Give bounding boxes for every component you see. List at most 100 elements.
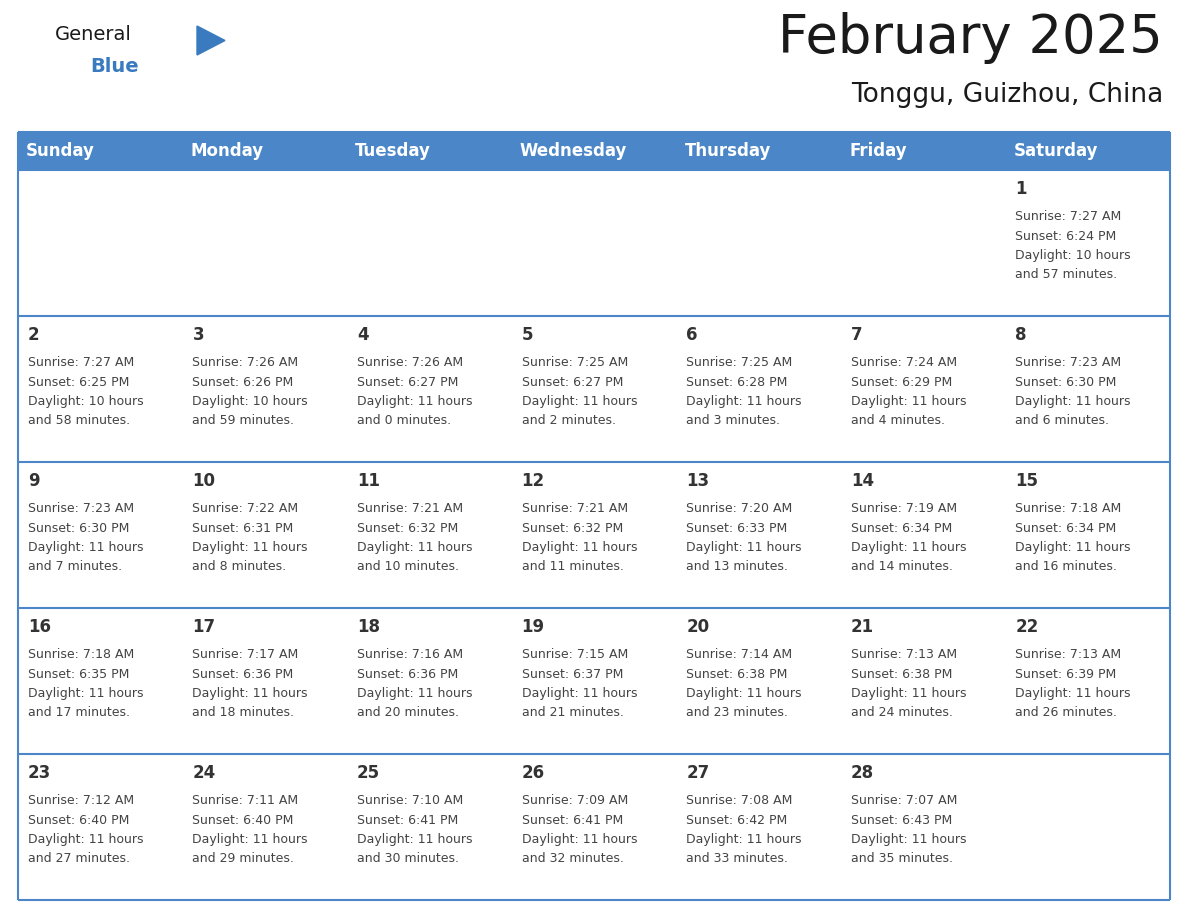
Text: Sunrise: 7:14 AM: Sunrise: 7:14 AM	[687, 648, 792, 661]
Bar	[676, 462, 841, 608]
Text: Daylight: 11 hours: Daylight: 11 hours	[851, 833, 966, 846]
Text: Sunset: 6:30 PM: Sunset: 6:30 PM	[1016, 375, 1117, 388]
Text: Sunrise: 7:16 AM: Sunrise: 7:16 AM	[358, 648, 463, 661]
Text: Sunset: 6:27 PM: Sunset: 6:27 PM	[358, 375, 459, 388]
Text: 6: 6	[687, 326, 697, 344]
Text: 21: 21	[851, 618, 874, 636]
Text: and 3 minutes.: and 3 minutes.	[687, 414, 781, 428]
Bar	[18, 462, 183, 608]
Text: Sunrise: 7:13 AM: Sunrise: 7:13 AM	[851, 648, 956, 661]
Text: and 11 minutes.: and 11 minutes.	[522, 560, 624, 574]
Text: Sunset: 6:38 PM: Sunset: 6:38 PM	[851, 667, 952, 680]
Text: Sunrise: 7:27 AM: Sunrise: 7:27 AM	[1016, 210, 1121, 223]
Text: 12: 12	[522, 472, 545, 490]
Text: 23: 23	[27, 764, 51, 782]
Text: Sunrise: 7:22 AM: Sunrise: 7:22 AM	[192, 502, 298, 515]
Text: Sunset: 6:24 PM: Sunset: 6:24 PM	[1016, 230, 1117, 242]
Text: Sunset: 6:40 PM: Sunset: 6:40 PM	[27, 813, 129, 826]
Text: Daylight: 11 hours: Daylight: 11 hours	[358, 395, 473, 408]
Text: 9: 9	[27, 472, 39, 490]
Bar	[841, 170, 1005, 316]
Bar	[512, 462, 676, 608]
Text: Daylight: 11 hours: Daylight: 11 hours	[192, 833, 308, 846]
Bar	[347, 316, 512, 462]
Bar	[841, 462, 1005, 608]
Text: 8: 8	[1016, 326, 1026, 344]
Text: Daylight: 11 hours: Daylight: 11 hours	[358, 833, 473, 846]
Text: and 57 minutes.: and 57 minutes.	[1016, 268, 1118, 281]
Text: and 7 minutes.: and 7 minutes.	[27, 560, 122, 574]
Text: Sunrise: 7:27 AM: Sunrise: 7:27 AM	[27, 356, 134, 369]
Bar	[183, 462, 347, 608]
Text: Daylight: 11 hours: Daylight: 11 hours	[192, 541, 308, 554]
Text: and 8 minutes.: and 8 minutes.	[192, 560, 286, 574]
Text: Sunset: 6:41 PM: Sunset: 6:41 PM	[522, 813, 623, 826]
Text: and 24 minutes.: and 24 minutes.	[851, 706, 953, 720]
Text: and 58 minutes.: and 58 minutes.	[27, 414, 129, 428]
Text: Tonggu, Guizhou, China: Tonggu, Guizhou, China	[851, 82, 1163, 108]
Text: Sunset: 6:42 PM: Sunset: 6:42 PM	[687, 813, 788, 826]
Text: 3: 3	[192, 326, 204, 344]
Text: Sunset: 6:43 PM: Sunset: 6:43 PM	[851, 813, 952, 826]
Text: 15: 15	[1016, 472, 1038, 490]
Text: 10: 10	[192, 472, 215, 490]
Text: Daylight: 11 hours: Daylight: 11 hours	[27, 833, 144, 846]
Text: Sunset: 6:38 PM: Sunset: 6:38 PM	[687, 667, 788, 680]
Text: Sunset: 6:33 PM: Sunset: 6:33 PM	[687, 521, 788, 534]
Text: Sunrise: 7:17 AM: Sunrise: 7:17 AM	[192, 648, 298, 661]
Text: 22: 22	[1016, 618, 1038, 636]
Text: and 33 minutes.: and 33 minutes.	[687, 852, 788, 866]
Text: 26: 26	[522, 764, 545, 782]
Text: Sunset: 6:26 PM: Sunset: 6:26 PM	[192, 375, 293, 388]
Text: Sunrise: 7:19 AM: Sunrise: 7:19 AM	[851, 502, 956, 515]
Text: and 13 minutes.: and 13 minutes.	[687, 560, 788, 574]
Text: and 35 minutes.: and 35 minutes.	[851, 852, 953, 866]
Text: 20: 20	[687, 618, 709, 636]
Text: and 26 minutes.: and 26 minutes.	[1016, 706, 1117, 720]
Text: Sunrise: 7:21 AM: Sunrise: 7:21 AM	[522, 502, 627, 515]
Text: Daylight: 11 hours: Daylight: 11 hours	[522, 395, 637, 408]
Text: and 21 minutes.: and 21 minutes.	[522, 706, 624, 720]
Text: and 20 minutes.: and 20 minutes.	[358, 706, 459, 720]
Text: Sunrise: 7:20 AM: Sunrise: 7:20 AM	[687, 502, 792, 515]
Text: 7: 7	[851, 326, 862, 344]
Text: and 10 minutes.: and 10 minutes.	[358, 560, 459, 574]
Text: Sunset: 6:39 PM: Sunset: 6:39 PM	[1016, 667, 1117, 680]
Text: Daylight: 11 hours: Daylight: 11 hours	[851, 395, 966, 408]
Text: Saturday: Saturday	[1013, 142, 1098, 160]
Text: Daylight: 10 hours: Daylight: 10 hours	[1016, 249, 1131, 262]
Text: 24: 24	[192, 764, 216, 782]
Text: and 16 minutes.: and 16 minutes.	[1016, 560, 1117, 574]
Text: Sunrise: 7:23 AM: Sunrise: 7:23 AM	[1016, 356, 1121, 369]
Text: Sunset: 6:34 PM: Sunset: 6:34 PM	[1016, 521, 1117, 534]
Bar	[841, 316, 1005, 462]
Text: Sunrise: 7:21 AM: Sunrise: 7:21 AM	[358, 502, 463, 515]
Bar	[676, 608, 841, 754]
Text: Sunset: 6:32 PM: Sunset: 6:32 PM	[522, 521, 623, 534]
Bar	[347, 608, 512, 754]
Text: and 2 minutes.: and 2 minutes.	[522, 414, 615, 428]
Text: Sunrise: 7:26 AM: Sunrise: 7:26 AM	[358, 356, 463, 369]
Polygon shape	[197, 26, 225, 55]
Text: and 4 minutes.: and 4 minutes.	[851, 414, 944, 428]
Bar	[676, 170, 841, 316]
Text: Sunrise: 7:24 AM: Sunrise: 7:24 AM	[851, 356, 956, 369]
Text: 1: 1	[1016, 180, 1026, 198]
Text: Daylight: 11 hours: Daylight: 11 hours	[1016, 541, 1131, 554]
Text: Sunset: 6:31 PM: Sunset: 6:31 PM	[192, 521, 293, 534]
Bar	[183, 316, 347, 462]
Bar	[676, 754, 841, 900]
Text: Daylight: 11 hours: Daylight: 11 hours	[358, 541, 473, 554]
Text: Sunset: 6:41 PM: Sunset: 6:41 PM	[358, 813, 459, 826]
Text: Sunset: 6:28 PM: Sunset: 6:28 PM	[687, 375, 788, 388]
Bar	[1005, 316, 1170, 462]
Text: Sunrise: 7:25 AM: Sunrise: 7:25 AM	[522, 356, 627, 369]
Text: Tuesday: Tuesday	[355, 142, 431, 160]
Text: 17: 17	[192, 618, 215, 636]
Bar	[18, 754, 183, 900]
Text: Sunset: 6:27 PM: Sunset: 6:27 PM	[522, 375, 623, 388]
Text: Sunrise: 7:18 AM: Sunrise: 7:18 AM	[1016, 502, 1121, 515]
Text: 16: 16	[27, 618, 51, 636]
Text: Daylight: 11 hours: Daylight: 11 hours	[358, 687, 473, 700]
Text: Sunset: 6:25 PM: Sunset: 6:25 PM	[27, 375, 129, 388]
